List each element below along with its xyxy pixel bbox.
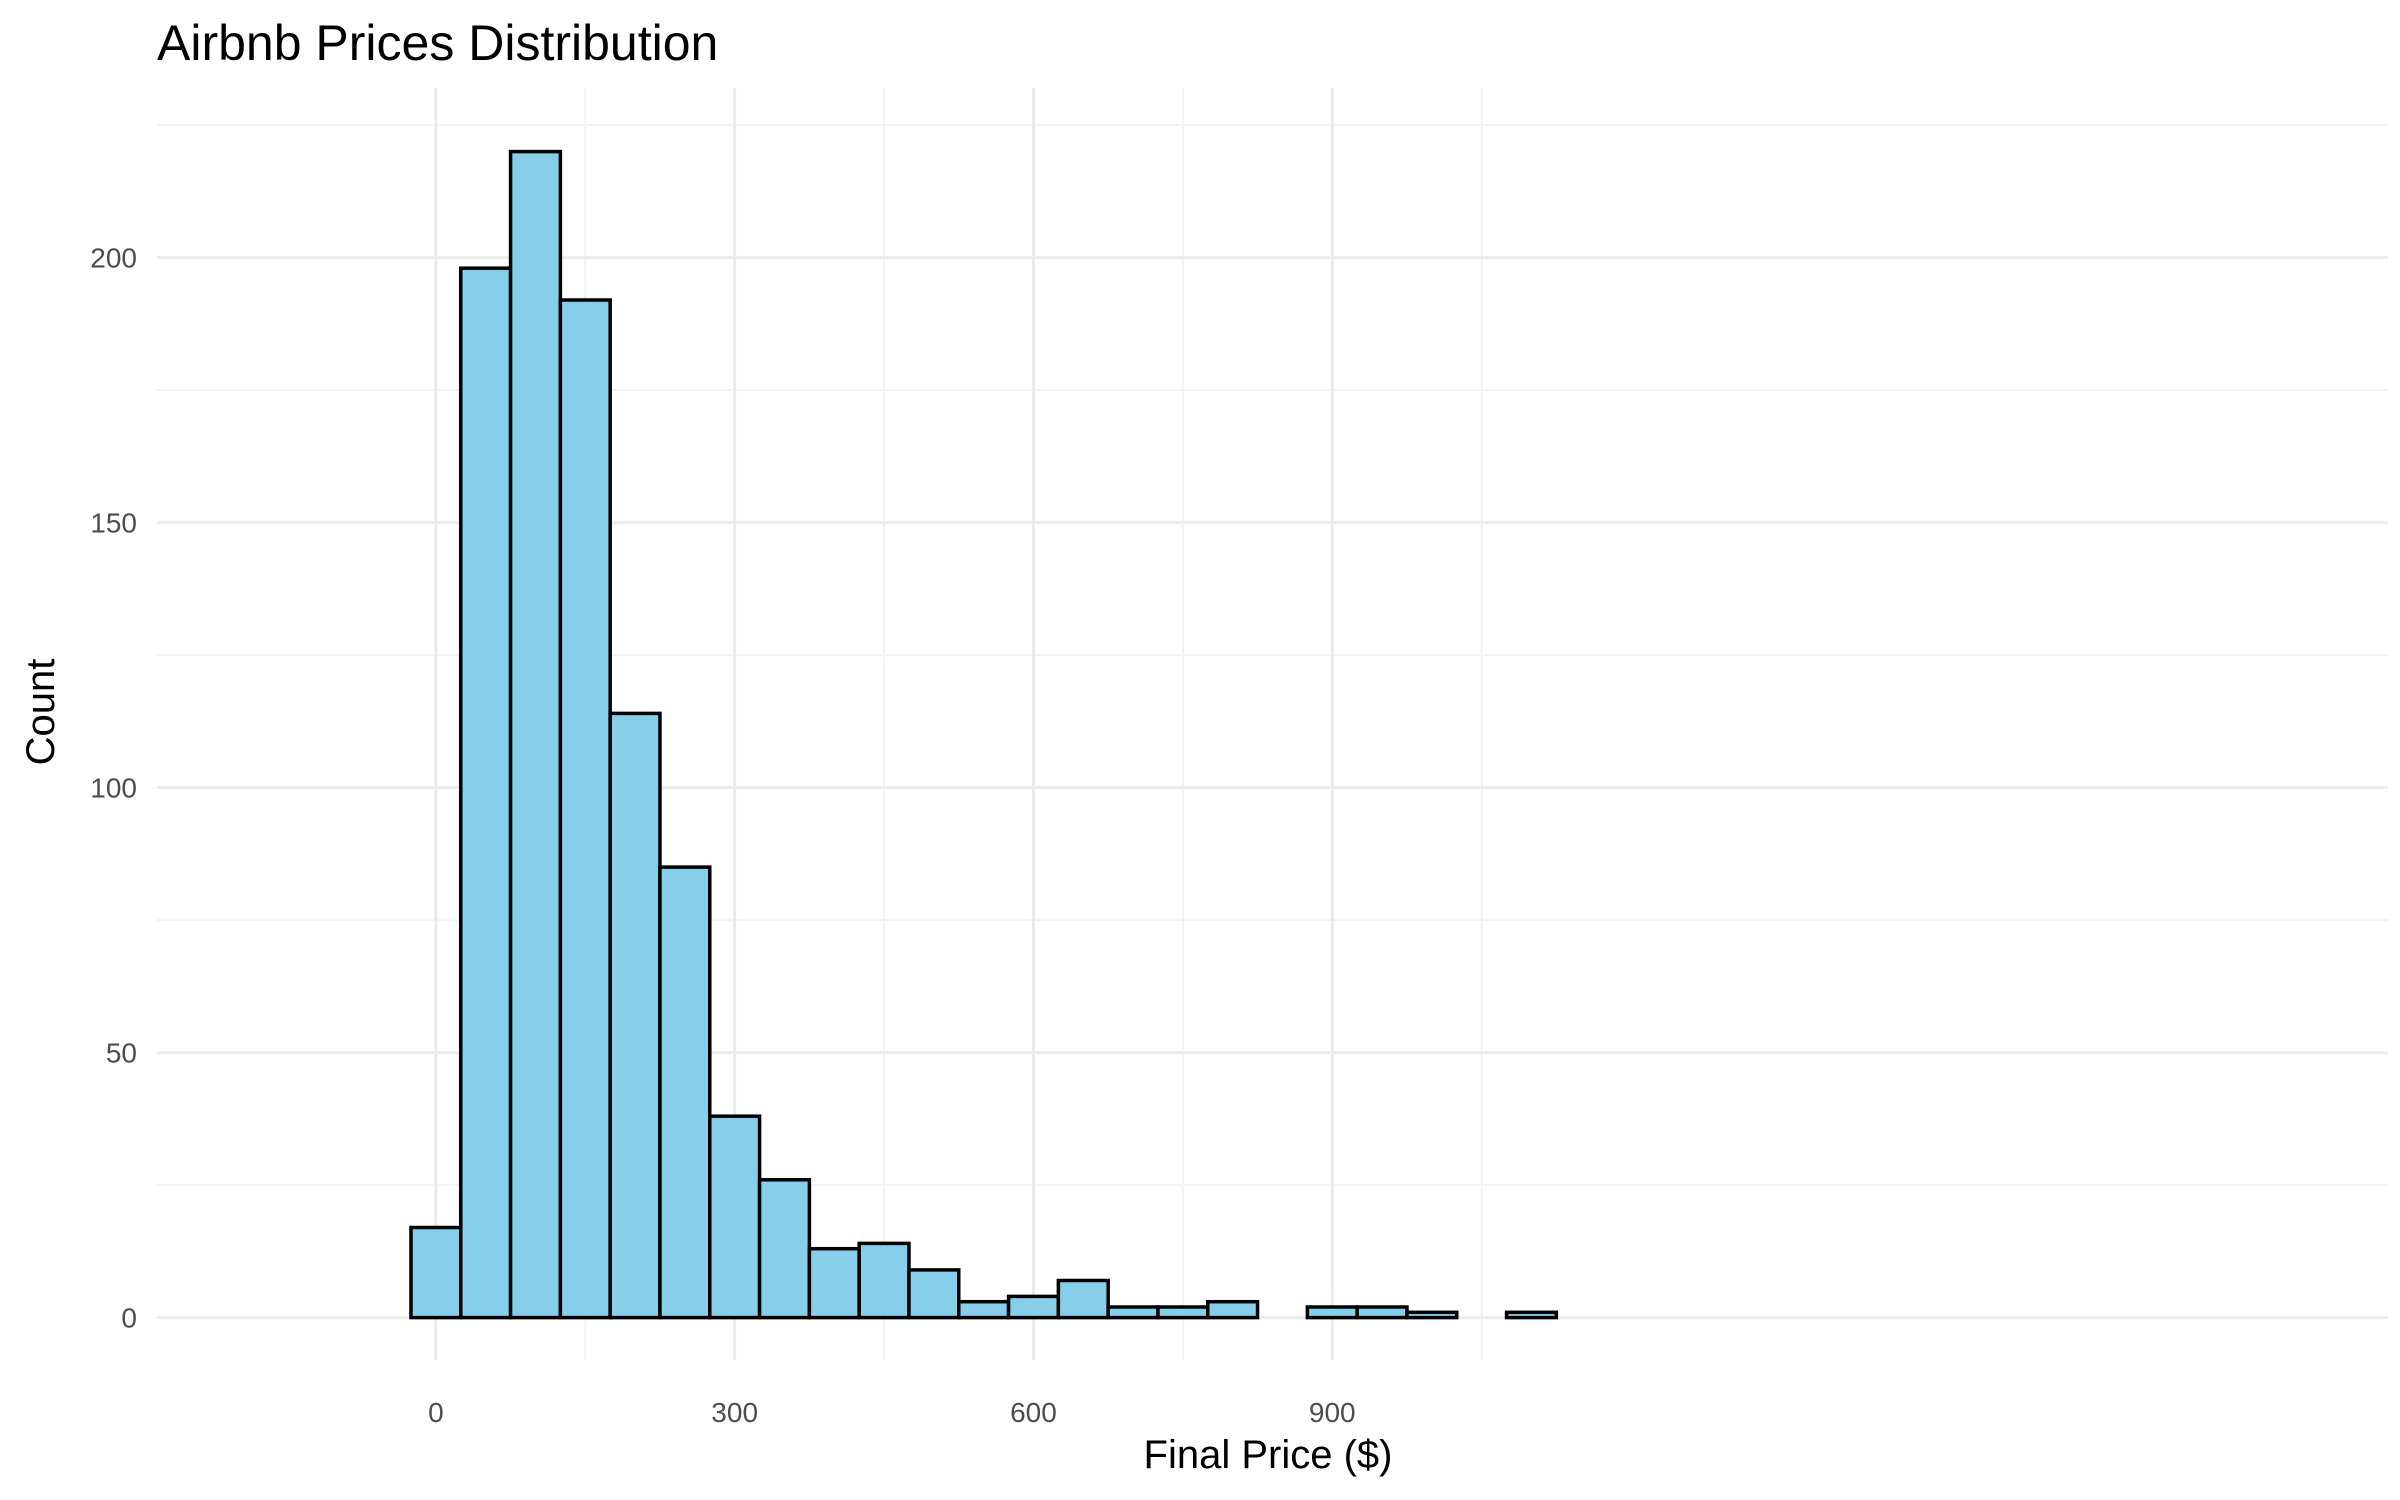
y-tick-label: 100 bbox=[90, 773, 137, 804]
y-tick-label: 50 bbox=[106, 1038, 137, 1069]
tick-label-layer: 0 300 600 900 0 50 100 150 200 bbox=[90, 243, 1355, 1428]
histogram-bar bbox=[409, 1225, 463, 1320]
bars-layer bbox=[409, 149, 1559, 1320]
histogram-bar bbox=[1056, 1278, 1110, 1320]
histogram-bar bbox=[1504, 1310, 1559, 1320]
histogram-bar bbox=[708, 1114, 762, 1320]
y-tick-label: 0 bbox=[121, 1303, 137, 1334]
histogram-bar bbox=[1106, 1305, 1160, 1320]
histogram-bar bbox=[907, 1268, 961, 1320]
y-tick-label: 200 bbox=[90, 243, 137, 274]
x-axis-title: Final Price ($) bbox=[1144, 1433, 1393, 1477]
histogram-bar bbox=[1355, 1305, 1409, 1320]
x-tick-label: 0 bbox=[428, 1397, 444, 1428]
histogram-bar bbox=[608, 711, 662, 1320]
histogram-bar bbox=[857, 1241, 911, 1320]
x-tick-label: 600 bbox=[1010, 1397, 1057, 1428]
histogram-bar bbox=[558, 298, 612, 1320]
histogram-bar bbox=[508, 149, 563, 1320]
histogram-bar bbox=[757, 1178, 812, 1320]
chart-title: Airbnb Prices Distribution bbox=[157, 15, 718, 71]
histogram-bar bbox=[1305, 1305, 1359, 1320]
histogram-bar bbox=[807, 1246, 861, 1320]
y-axis-title: Count bbox=[19, 659, 63, 766]
x-tick-label: 300 bbox=[711, 1397, 758, 1428]
histogram-bar bbox=[1206, 1299, 1260, 1320]
histogram-bar bbox=[1006, 1294, 1061, 1320]
histogram-bar bbox=[1156, 1305, 1210, 1320]
histogram-bar bbox=[957, 1299, 1011, 1320]
y-tick-label: 150 bbox=[90, 508, 137, 539]
histogram-bar bbox=[459, 266, 513, 1320]
histogram-bar bbox=[658, 865, 712, 1320]
histogram-bar bbox=[1405, 1310, 1459, 1320]
x-tick-label: 900 bbox=[1309, 1397, 1356, 1428]
